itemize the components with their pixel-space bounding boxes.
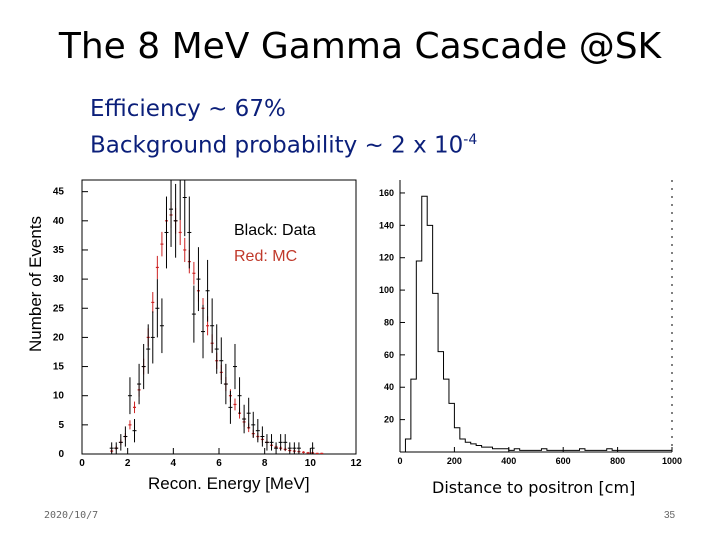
energy-ytick-label: 45 bbox=[53, 187, 65, 198]
footer-date: 2020/10/7 bbox=[44, 510, 99, 521]
distance-histogram-bin bbox=[411, 379, 416, 452]
distance-histogram-bin bbox=[569, 450, 574, 452]
legend-mc: Red: MC bbox=[234, 248, 298, 265]
distance-histogram-bin bbox=[444, 379, 449, 452]
distance-histogram-bin bbox=[623, 450, 628, 452]
energy-xtick-label: 8 bbox=[262, 458, 268, 469]
energy-xtick-label: 10 bbox=[305, 458, 317, 469]
legend-data: Black: Data bbox=[234, 222, 316, 239]
distance-histogram-bin bbox=[541, 449, 546, 452]
distance-histogram-bin bbox=[465, 442, 470, 452]
distance-histogram-bin bbox=[612, 450, 617, 452]
distance-histogram-bin bbox=[422, 196, 427, 452]
distance-xtick-label: 800 bbox=[610, 456, 625, 466]
distance-ytick-label: 20 bbox=[384, 415, 394, 425]
energy-xtick-label: 4 bbox=[171, 458, 177, 469]
distance-histogram-bin bbox=[438, 352, 443, 452]
energy-ytick-label: 10 bbox=[53, 391, 65, 402]
distance-ytick-label: 40 bbox=[384, 382, 394, 392]
distance-chart-xlabel: Distance to positron [cm] bbox=[432, 478, 636, 497]
distance-histogram-bin bbox=[405, 439, 410, 452]
distance-histogram-bin bbox=[433, 293, 438, 452]
distance-histogram-bin bbox=[590, 450, 595, 452]
distance-histogram-bin bbox=[574, 450, 579, 452]
energy-xtick-label: 12 bbox=[350, 458, 362, 469]
distance-xtick-label: 200 bbox=[447, 456, 462, 466]
energy-xtick-label: 0 bbox=[79, 458, 85, 469]
energy-ytick-label: 20 bbox=[53, 332, 65, 343]
distance-histogram-bin bbox=[558, 450, 563, 452]
distance-xtick-label: 0 bbox=[397, 456, 402, 466]
distance-histogram-line bbox=[400, 195, 673, 453]
distance-histogram-bin bbox=[645, 450, 650, 452]
background-probability-base: Background probability ~ 2 x 10 bbox=[90, 132, 464, 159]
distance-histogram-bin bbox=[618, 450, 623, 452]
distance-histogram-bin bbox=[580, 449, 585, 452]
distance-histogram-bin bbox=[520, 450, 525, 452]
distance-histogram-bin bbox=[416, 261, 421, 452]
distance-histogram-bin bbox=[460, 439, 465, 452]
distance-histogram-bin bbox=[661, 450, 666, 452]
energy-xtick-label: 2 bbox=[125, 458, 131, 469]
distance-histogram-bin bbox=[607, 449, 612, 452]
distance-histogram-bin bbox=[667, 450, 672, 452]
energy-chart-ylabel: Number of Events bbox=[26, 215, 45, 352]
distance-histogram-bin bbox=[650, 450, 655, 452]
energy-ytick-label: 25 bbox=[53, 303, 65, 314]
energy-ytick-label: 0 bbox=[58, 449, 64, 460]
footer-page-number: 35 bbox=[664, 510, 676, 521]
distance-xtick-label: 600 bbox=[556, 456, 571, 466]
distance-histogram-bin bbox=[498, 449, 503, 452]
distance-histogram-bin bbox=[449, 403, 454, 452]
distance-histogram-bin bbox=[476, 446, 481, 452]
background-probability-exponent: -4 bbox=[463, 132, 478, 148]
distance-histogram-bin bbox=[454, 428, 459, 452]
distance-histogram-bin bbox=[492, 449, 497, 452]
distance-histogram-bin bbox=[563, 450, 568, 452]
energy-xtick-label: 6 bbox=[216, 458, 222, 469]
distance-histogram-bin bbox=[482, 447, 487, 452]
distance-histogram-bin bbox=[509, 450, 514, 452]
distance-histogram-bin bbox=[552, 450, 557, 452]
distance-histogram-bin bbox=[656, 450, 661, 452]
distance-ytick-label: 120 bbox=[379, 253, 394, 263]
energy-ytick-label: 30 bbox=[53, 274, 65, 285]
energy-ytick-label: 35 bbox=[53, 245, 65, 256]
distance-xtick-label: 1000 bbox=[662, 456, 682, 466]
efficiency-text: Efficiency ~ 67% bbox=[90, 96, 286, 122]
energy-ytick-label: 5 bbox=[58, 420, 64, 431]
energy-ytick-label: 40 bbox=[53, 216, 65, 227]
background-probability-text: Background probability ~ 2 x 10-4 bbox=[90, 132, 477, 159]
distance-ytick-label: 140 bbox=[379, 220, 394, 230]
distance-histogram-bin bbox=[525, 450, 530, 452]
distance-histogram-bin bbox=[427, 225, 432, 452]
distance-histogram-bin bbox=[596, 450, 601, 452]
distance-histogram-bin bbox=[536, 450, 541, 452]
energy-ytick-label: 15 bbox=[53, 362, 65, 373]
distance-histogram-bin bbox=[601, 450, 606, 452]
slide-title: The 8 MeV Gamma Cascade @SK bbox=[58, 26, 662, 67]
distance-ytick-label: 60 bbox=[384, 350, 394, 360]
distance-histogram-bin bbox=[531, 450, 536, 452]
distance-ytick-label: 160 bbox=[379, 188, 394, 198]
distance-xtick-label: 400 bbox=[501, 456, 516, 466]
distance-histogram-bin bbox=[514, 449, 519, 452]
distance-histogram-bin bbox=[639, 450, 644, 452]
distance-ytick-label: 100 bbox=[379, 285, 394, 295]
energy-chart-xlabel: Recon. Energy [MeV] bbox=[148, 474, 310, 493]
distance-histogram-bin bbox=[487, 447, 492, 452]
distance-histogram-bin bbox=[503, 449, 508, 452]
distance-histogram-bin bbox=[634, 450, 639, 452]
distance-ytick-label: 80 bbox=[384, 317, 394, 327]
distance-histogram-bin bbox=[628, 450, 633, 452]
distance-histogram-bin bbox=[585, 450, 590, 452]
distance-histogram-bin bbox=[471, 444, 476, 452]
distance-histogram-bin bbox=[547, 450, 552, 452]
